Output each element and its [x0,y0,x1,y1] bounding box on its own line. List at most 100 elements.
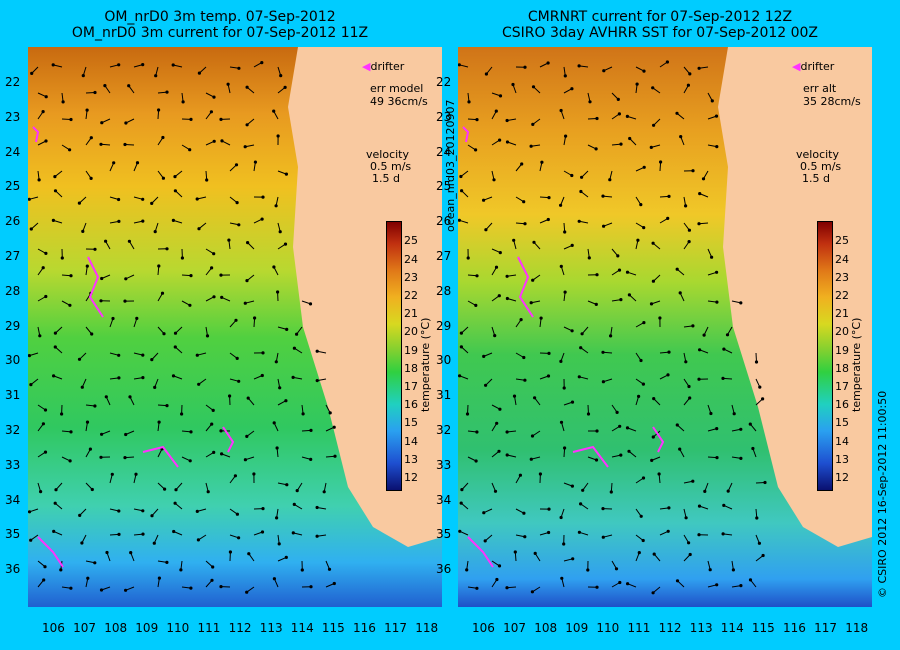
current-vector-head [547,530,551,535]
current-vector-head [127,239,131,243]
current-vector-head [162,332,166,336]
current-vector-head [739,584,743,588]
current-vector-head [519,318,523,322]
left-title-line2: OM_nrD0 3m current for 07-Sep-2012 11Z [71,25,369,41]
right-colorbar-tick-17: 17 [835,380,849,393]
drifter-track [517,256,534,318]
current-vector-head [61,100,65,104]
current-vector-head [77,201,81,205]
current-vector-head [580,332,584,336]
drifter-track [462,126,470,143]
current-vector-head [530,590,534,594]
current-vector-head [284,555,288,559]
right-velocity-days: 1.5 d [802,172,830,185]
current-vector-head [505,586,509,590]
current-vector-head [616,254,620,258]
current-vector-head [173,331,178,335]
current-vector-head [458,218,461,222]
lat-label-right-35: 35 [436,527,452,542]
current-vector-head [219,273,223,277]
current-vector-head [715,427,719,431]
current-vector-head [272,265,276,269]
current-vector-head [272,109,276,113]
current-vector-head [601,194,605,198]
current-vector-head [505,140,510,144]
current-vector-head [748,578,753,582]
current-vector-head [60,412,64,416]
current-vector-head [29,538,33,542]
current-vector-head [219,585,223,589]
current-vector-head [458,529,462,533]
lat-label-left-35: 35 [5,527,21,542]
current-vector-head [89,136,93,140]
current-vector-head [458,63,461,67]
current-vector-head [157,420,161,424]
current-vector-head [195,509,199,513]
current-vector-head [157,264,161,268]
left-colorbar-tick-22: 22 [404,289,418,302]
current-vector-head [494,109,498,113]
current-vector-head [81,229,85,233]
current-vector-head [275,446,279,450]
current-vector-head [637,551,641,555]
current-vector-head [546,374,551,378]
current-vector-head [322,490,326,494]
current-vector-head [465,412,470,416]
left-err-label: err model [370,82,424,95]
current-vector-head [189,117,193,121]
current-vector-head [246,396,250,400]
current-vector-head [111,316,115,321]
drifter-track [142,445,179,468]
lat-label-right-32: 32 [436,423,452,437]
current-vector-head [619,298,623,302]
current-vector-head [260,373,264,378]
current-vector-head [675,267,679,271]
current-vector-head [211,408,215,412]
current-vector-head [117,353,121,357]
current-vector-head [460,488,464,492]
current-vector-head [614,567,619,571]
current-vector-head [748,422,752,426]
lat-label-left-31: 31 [5,388,21,403]
left-title: OM_nrD0 3m temp. 07-Sep-2012 OM_nrD0 3m … [70,9,370,41]
current-vector-head [570,173,574,178]
current-vector-head [171,63,175,67]
current-vector-head [667,194,671,198]
lon-label-left-106: 106 [42,621,65,635]
current-vector-head [710,255,714,259]
current-vector-head [639,203,643,207]
current-vector-head [703,489,707,493]
current-vector-head [234,163,239,167]
current-vector-head [619,453,623,457]
lon-label-right-113: 113 [689,621,713,635]
right-map-panel[interactable] [458,47,872,607]
current-vector-head [123,142,127,147]
current-vector-head [197,382,201,386]
current-vector-head [538,472,542,476]
current-vector-head [41,110,45,114]
current-vector-head [275,516,279,520]
lon-label-left-118: 118 [415,621,439,635]
current-vector-head [546,61,550,65]
drifter-track [32,126,40,143]
right-colorbar-tick-14: 14 [835,434,849,448]
left-map-panel[interactable] [28,47,442,607]
current-vector-head [658,316,662,320]
current-vector-head [722,503,726,507]
left-colorbar-tick-16: 16 [404,398,418,412]
right-velocity-label: velocity [796,148,839,161]
current-vector-head [637,394,641,398]
lat-label-right-22: 22 [436,75,452,89]
lon-label-left-117: 117 [384,621,407,635]
current-vector-head [235,356,239,360]
current-vector-head [595,116,599,121]
current-vector-head [687,228,691,232]
current-vector-head [588,100,592,104]
current-vector-head [260,217,264,221]
current-vector-head [684,360,688,364]
current-vector-head [758,385,762,389]
right-colorbar-tick-12: 12 [835,471,849,484]
current-vector-head [702,333,706,337]
current-vector-head [688,72,692,76]
current-vector-head [117,376,121,380]
